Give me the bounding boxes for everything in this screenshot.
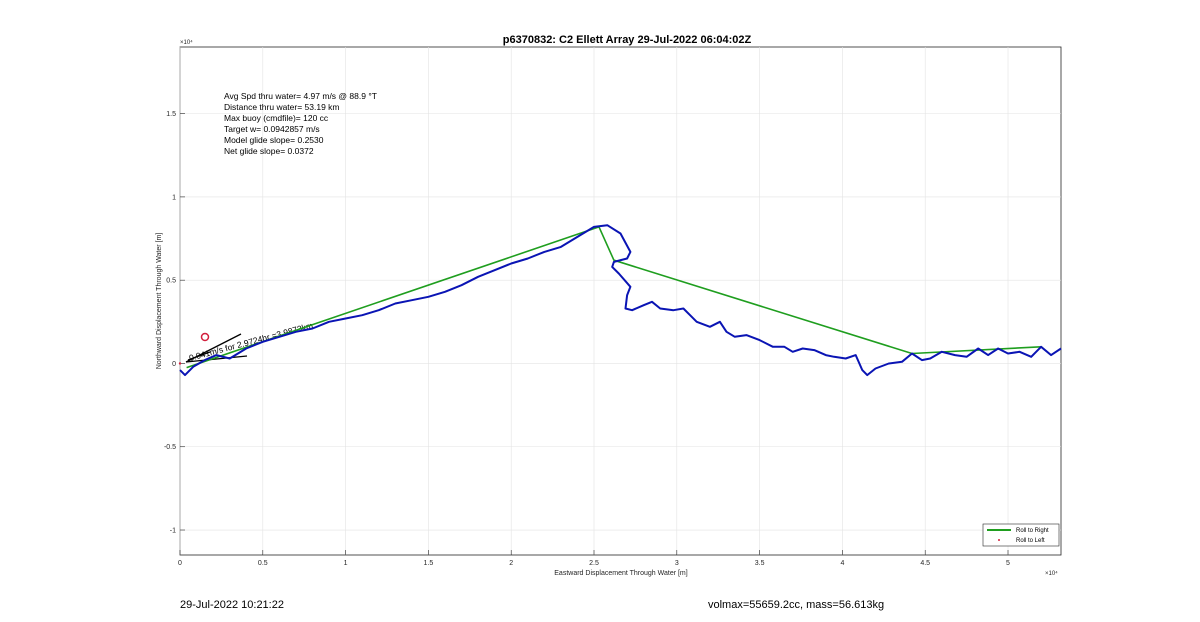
x-axis-label: Eastward Displacement Through Water [m]: [554, 570, 687, 577]
y-tick-label: 0.5: [166, 278, 176, 285]
x-tick-label: 3: [675, 560, 679, 567]
current-marker: [200, 332, 210, 342]
legend-label: Roll to Left: [1016, 538, 1045, 544]
legend-label: Roll to Right: [1016, 528, 1049, 534]
y-axis-label: Northward Displacement Through Water [m]: [156, 233, 163, 370]
x-tick-label: 4.5: [920, 560, 930, 567]
roll-left-point: [178, 362, 182, 365]
annotation-line: Avg Spd thru water= 4.97 m/s @ 88.9 °T: [224, 91, 377, 101]
x-tick-label: 2.5: [589, 560, 599, 567]
annotation-line: Model glide slope= 0.2530: [224, 135, 324, 145]
x-tick-label: 0.5: [258, 560, 268, 567]
x-tick-label: 2: [509, 560, 513, 567]
y-tick-label: -0.5: [164, 444, 176, 451]
annotation-line: Distance thru water= 53.19 km: [224, 102, 340, 112]
x-tick-label: 5: [1006, 560, 1010, 567]
chart-title: p6370832: C2 Ellett Array 29-Jul-2022 06…: [503, 34, 752, 46]
y-tick-label: 1.5: [166, 111, 176, 118]
x-tick-label: 0: [178, 560, 182, 567]
y-tick-label: 1: [172, 194, 176, 201]
plot-area: [179, 46, 1062, 556]
footer-timestamp: 29-Jul-2022 10:21:22: [180, 599, 284, 611]
annotation-line: Max buoy (cmdfile)= 120 cc: [224, 113, 329, 123]
footer-stats: volmax=55659.2cc, mass=56.613kg: [708, 599, 885, 611]
legend-swatch-roll-left: [998, 539, 1000, 541]
x-tick-label: 4: [840, 560, 844, 567]
track-line: [179, 224, 1062, 377]
series-group: [178, 224, 1062, 377]
roll-right-line: [186, 226, 1042, 369]
vector-line: [187, 351, 211, 361]
stats-annotation: Avg Spd thru water= 4.97 m/s @ 88.9 °T D…: [224, 91, 377, 156]
x-exponent: ×10⁴: [1045, 570, 1058, 577]
x-tick-label: 3.5: [755, 560, 765, 567]
legend: Roll to Right Roll to Left: [982, 523, 1060, 547]
x-tick-label: 1.5: [424, 560, 434, 567]
y-exponent: ×10⁴: [180, 39, 193, 46]
annotation-line: Target w= 0.0942857 m/s: [224, 124, 320, 134]
x-tick-label: 1: [344, 560, 348, 567]
annotation-line: Net glide slope= 0.0372: [224, 146, 314, 156]
y-tick-label: 0: [172, 361, 176, 368]
y-tick-label: -1: [170, 528, 176, 535]
grid: [179, 47, 1061, 555]
vector-line: [185, 355, 248, 363]
